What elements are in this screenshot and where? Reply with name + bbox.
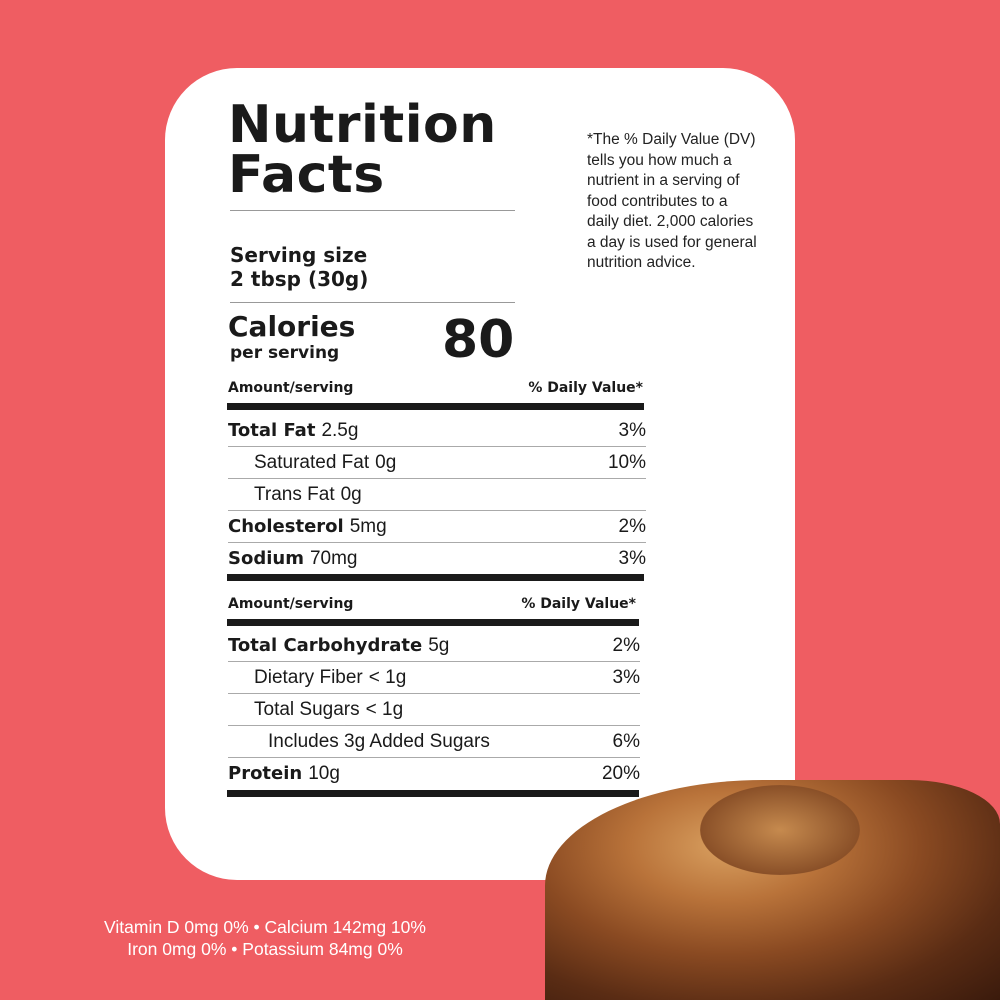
nutrient-row: Protein 10g 20% <box>228 758 640 790</box>
nutrient-name: Total Fat <box>228 420 316 441</box>
nutrient-row: Sodium 70mg 3% <box>228 543 646 575</box>
vitamins-line2: Iron 0mg 0% • Potassium 84mg 0% <box>127 939 403 959</box>
nutrient-dv: 20% <box>601 763 640 784</box>
header-amount: Amount/serving <box>228 596 354 612</box>
nutrient-amount: 0g <box>375 452 397 473</box>
header-dv: % Daily Value* <box>521 596 636 612</box>
title-line2: Facts <box>228 145 385 205</box>
nutrient-dv: 3% <box>618 548 646 569</box>
dv-note: *The % Daily Value (DV) tells you how mu… <box>587 131 757 271</box>
nutrient-row: Trans Fat 0g <box>228 479 646 511</box>
vitamins-line1: Vitamin D 0mg 0% • Calcium 142mg 10% <box>104 917 426 937</box>
nutrient-row: Total Sugars < 1g <box>228 694 640 726</box>
divider <box>230 302 515 303</box>
nutrient-row: Saturated Fat 0g 10% <box>228 447 646 479</box>
vitamins-footer: Vitamin D 0mg 0% • Calcium 142mg 10% Iron… <box>0 916 530 960</box>
calories-sub: per serving <box>230 343 340 363</box>
serving-size-label: Serving size <box>230 243 368 267</box>
nutrient-dv: 6% <box>612 731 640 752</box>
nutrient-dv: 3% <box>618 420 646 441</box>
nutrient-name: Cholesterol <box>228 516 344 537</box>
nutrient-dv: 10% <box>607 452 646 473</box>
header-dv: % Daily Value* <box>528 380 643 396</box>
thick-bar <box>227 790 639 797</box>
nutrient-name: Trans Fat <box>254 484 335 505</box>
nutrient-row: Total Carbohydrate 5g 2% <box>228 630 640 662</box>
nutrient-row: Total Fat 2.5g 3% <box>228 415 646 447</box>
nutrient-name: Includes 3g Added Sugars <box>268 731 490 752</box>
thick-bar <box>227 403 644 410</box>
nutrient-amount: 10g <box>308 763 340 784</box>
nutrient-row: Dietary Fiber < 1g 3% <box>228 662 640 694</box>
thick-bar <box>227 619 639 626</box>
label-title: Nutrition Facts <box>228 95 497 205</box>
nutrient-dv: 2% <box>612 635 640 656</box>
nutrient-row: Cholesterol 5mg 2% <box>228 511 646 543</box>
header-amount: Amount/serving <box>228 380 354 396</box>
nutrient-amount: 2.5g <box>321 420 359 441</box>
nutrient-name: Total Sugars <box>254 699 360 720</box>
nutrient-amount: 70mg <box>309 548 358 569</box>
nutrient-amount: < 1g <box>365 699 404 720</box>
nutrient-name: Total Carbohydrate <box>228 635 423 656</box>
nutrient-amount: < 1g <box>368 667 407 688</box>
nutrient-dv: 2% <box>618 516 646 537</box>
nutrient-name: Dietary Fiber <box>254 667 363 688</box>
nutrient-amount: 0g <box>340 484 362 505</box>
calories-value: 80 <box>442 310 515 370</box>
nutrient-name: Saturated Fat <box>254 452 370 473</box>
nutrient-row: Includes 3g Added Sugars 6% <box>228 726 640 758</box>
nutrient-dv: 3% <box>612 667 640 688</box>
nutrient-name: Protein <box>228 763 303 784</box>
nutrient-name: Sodium <box>228 548 304 569</box>
food-photo-highlight <box>700 785 860 875</box>
title-line1: Nutrition <box>228 95 497 155</box>
calories-label: Calories <box>228 310 356 343</box>
nutrient-amount: 5mg <box>349 516 387 537</box>
thick-bar <box>227 574 644 581</box>
serving-size-value: 2 tbsp (30g) <box>230 267 369 291</box>
divider <box>230 210 515 211</box>
serving-size: Serving size 2 tbsp (30g) <box>230 243 368 291</box>
nutrient-amount: 5g <box>428 635 450 656</box>
nutrition-card <box>165 68 795 880</box>
